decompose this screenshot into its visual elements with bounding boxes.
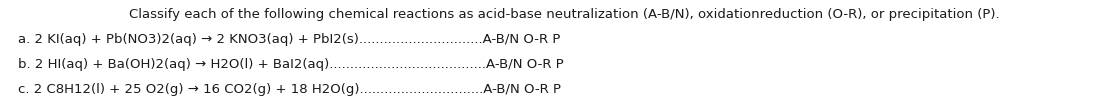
Text: b. 2 HI(aq) + Ba(OH)2(aq) → H2O(l) + BaI2(aq)...................................: b. 2 HI(aq) + Ba(OH)2(aq) → H2O(l) + BaI… [18, 57, 564, 70]
Text: c. 2 C8H12(l) + 25 O2(g) → 16 CO2(g) + 18 H2O(g)..............................A-: c. 2 C8H12(l) + 25 O2(g) → 16 CO2(g) + 1… [18, 82, 561, 95]
Text: a. 2 KI(aq) + Pb(NO3)2(aq) → 2 KNO3(aq) + PbI2(s)..............................A: a. 2 KI(aq) + Pb(NO3)2(aq) → 2 KNO3(aq) … [18, 33, 560, 46]
Text: Classify each of the following chemical reactions as acid-base neutralization (A: Classify each of the following chemical … [112, 8, 999, 21]
